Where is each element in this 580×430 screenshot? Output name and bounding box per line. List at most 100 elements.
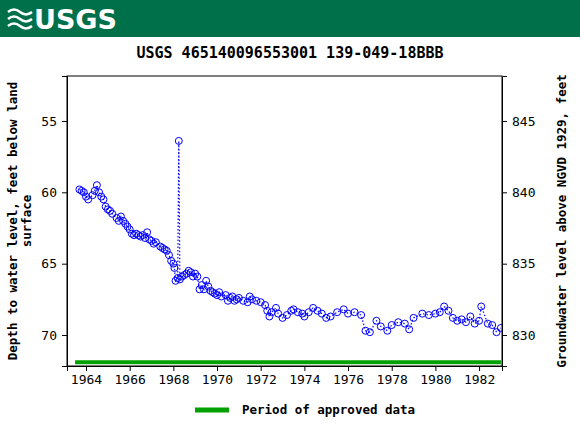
tick-label: 1964 (71, 372, 102, 387)
data-point (441, 303, 448, 310)
tick-label: 1966 (115, 372, 146, 387)
tick-label: 1968 (158, 372, 189, 387)
tick-label: 1978 (377, 372, 408, 387)
y-axis-title-line: Depth to water level, feet below land (5, 82, 20, 360)
tick-mark (502, 121, 507, 122)
approved-period-line (75, 360, 501, 364)
tick: 840 (502, 185, 535, 200)
data-point (493, 329, 500, 336)
title: USGS 465140096553001 139-049-18BBB (136, 44, 443, 62)
tick-mark (435, 366, 436, 371)
axis-xticks: 1964 1966 1968 1970 1972 1974 1976 1978 1980 1982 (68, 366, 503, 387)
tick: 1966 (115, 366, 146, 387)
data-point (100, 196, 107, 203)
tick: 65 (41, 256, 67, 271)
data-point (109, 210, 116, 217)
data-point (467, 313, 474, 320)
tick-mark (502, 335, 507, 336)
tick: 1968 (158, 366, 189, 387)
data-point (358, 312, 365, 319)
tick: 1970 (202, 366, 233, 387)
data-point (96, 189, 103, 196)
data-point (175, 137, 182, 144)
data-point (445, 307, 452, 314)
data-point (476, 317, 483, 324)
data-point (144, 229, 151, 236)
data-point (425, 312, 432, 319)
tick-mark (62, 264, 67, 265)
tick: 55 (41, 114, 67, 129)
tick-label: 1982 (464, 372, 495, 387)
tick-mark (261, 366, 262, 371)
data-point (266, 313, 273, 320)
tick-label: 60 (41, 185, 57, 200)
tick-label: 65 (41, 256, 57, 271)
data-point (489, 322, 496, 329)
tick-label: 835 (512, 256, 535, 271)
data-point (163, 247, 170, 254)
data-point (152, 239, 159, 246)
data-point (377, 323, 384, 330)
axis-line (503, 77, 508, 367)
tick-mark (348, 366, 349, 371)
tick: 1976 (333, 366, 364, 387)
tick-label: 830 (512, 328, 535, 343)
tick-mark (502, 264, 507, 265)
plot-frame (67, 76, 502, 366)
logo-text: USGS (34, 4, 117, 35)
axis-line (68, 367, 503, 372)
data-point (395, 319, 402, 326)
data-point (484, 320, 491, 327)
data-point (253, 297, 260, 304)
data-point (283, 312, 290, 319)
data-point (362, 327, 369, 334)
y2-axis-title: Groundwater level above NGVD 1929, feet (554, 74, 569, 368)
data-point (478, 303, 485, 310)
tick: 1974 (289, 366, 320, 387)
marks (75, 137, 502, 362)
tick-label: 1972 (246, 372, 277, 387)
data-point (318, 310, 325, 317)
data-point (305, 309, 312, 316)
data-point (268, 309, 275, 316)
tick-label: 1976 (333, 372, 364, 387)
tick: 70 (41, 328, 67, 343)
chart: USGS USGS 465140096553001 139-049-18BBB 19… (0, 0, 580, 430)
tick: 830 (502, 328, 535, 343)
data-point (323, 314, 330, 321)
data-point (340, 306, 347, 313)
tick-label: 1980 (420, 372, 451, 387)
tick: 1964 (71, 366, 102, 387)
data-point (85, 196, 92, 203)
axis-y2ticks: 830835840845 (502, 77, 535, 367)
tick-mark (86, 366, 87, 371)
data-point (248, 296, 255, 303)
data-point (388, 322, 395, 329)
y-axis-title: Depth to water level, feet below landsur… (5, 82, 34, 360)
tick-mark (502, 192, 507, 193)
tick: 1980 (420, 366, 451, 387)
data-point (218, 293, 225, 300)
tick-mark (62, 192, 67, 193)
data-point (410, 314, 417, 321)
data-point (198, 282, 205, 289)
data-point (80, 189, 87, 196)
tick-mark (62, 121, 67, 122)
data-point (89, 192, 96, 199)
axis-yticks: 55 60 65 70 (41, 77, 67, 367)
data-point (432, 310, 439, 317)
data-point (187, 269, 194, 276)
tick-label: 840 (512, 185, 535, 200)
data-point (334, 309, 341, 316)
data-point (240, 297, 247, 304)
logo-waves (8, 10, 32, 29)
data-point (366, 329, 373, 336)
tick: 1972 (246, 366, 277, 387)
tick-label: 1974 (289, 372, 320, 387)
data-point (351, 309, 358, 316)
data-point (497, 324, 502, 331)
tick-mark (392, 366, 393, 371)
y-axis-title-line: surface (19, 194, 34, 247)
header-bar (0, 0, 580, 37)
tick-mark (304, 366, 305, 371)
